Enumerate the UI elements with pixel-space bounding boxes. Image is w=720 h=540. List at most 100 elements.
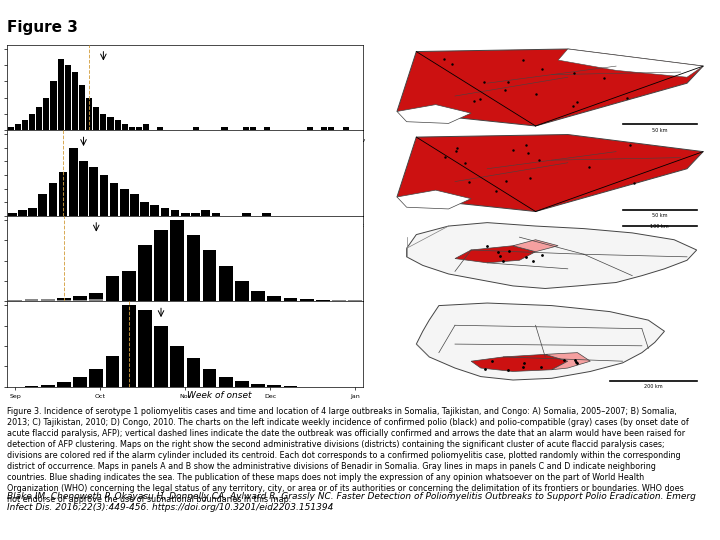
Bar (122, 271, 135, 301)
Bar (93, 107, 99, 130)
Bar (316, 300, 330, 301)
Bar (73, 377, 87, 387)
Bar (138, 310, 152, 387)
Bar (243, 127, 249, 130)
Bar (8, 127, 14, 130)
Bar (122, 306, 135, 387)
Bar (202, 211, 210, 216)
Bar (86, 98, 92, 130)
Bar (219, 266, 233, 301)
Bar (186, 359, 200, 387)
Bar (120, 188, 129, 216)
Bar (100, 114, 107, 130)
Bar (79, 161, 88, 216)
Bar (79, 85, 85, 130)
Bar (29, 114, 35, 130)
Text: 50 km: 50 km (652, 213, 667, 218)
Bar (154, 230, 168, 301)
Bar (106, 276, 120, 301)
Bar (89, 167, 98, 216)
Text: 200 km: 200 km (644, 384, 662, 389)
Bar (251, 384, 265, 387)
Bar (109, 183, 118, 216)
Polygon shape (416, 303, 665, 380)
Bar (22, 120, 28, 130)
Bar (203, 251, 217, 301)
Bar (235, 381, 249, 387)
Bar (106, 356, 120, 387)
Bar (72, 72, 78, 130)
Bar (219, 377, 233, 387)
Bar (138, 245, 152, 301)
Bar (24, 299, 38, 301)
Bar (171, 211, 179, 216)
Bar (89, 368, 103, 387)
Polygon shape (407, 222, 697, 288)
Polygon shape (397, 49, 703, 126)
Bar (107, 117, 114, 130)
Bar (251, 291, 265, 301)
Bar (18, 211, 27, 216)
Bar (49, 183, 58, 216)
Text: Week of onset: Week of onset (186, 391, 251, 400)
Bar (8, 213, 17, 216)
Bar (242, 213, 251, 216)
Polygon shape (397, 190, 471, 209)
Bar (348, 300, 362, 301)
Bar (328, 127, 334, 130)
Bar (193, 127, 199, 130)
Bar (73, 300, 87, 301)
Bar (191, 213, 199, 216)
Text: 100 km: 100 km (650, 225, 669, 230)
Bar (161, 208, 169, 216)
Bar (41, 385, 55, 387)
Bar (284, 386, 297, 387)
Bar (171, 220, 184, 301)
Bar (89, 299, 103, 301)
Bar (50, 82, 57, 130)
Bar (267, 385, 282, 387)
Bar (136, 127, 142, 130)
Bar (99, 175, 108, 216)
Text: Figure 3. Incidence of serotype 1 poliomyelitis cases and time and location of 4: Figure 3. Incidence of serotype 1 poliom… (7, 407, 689, 504)
Polygon shape (455, 246, 536, 263)
Bar (114, 120, 121, 130)
Bar (186, 235, 200, 301)
Bar (267, 296, 282, 301)
Bar (58, 58, 63, 130)
Bar (28, 208, 37, 216)
Bar (57, 300, 71, 301)
Bar (332, 300, 346, 301)
Bar (41, 299, 55, 301)
Bar (235, 281, 249, 301)
Polygon shape (558, 49, 703, 77)
Bar (89, 293, 103, 301)
Bar (343, 127, 348, 130)
Bar (73, 296, 87, 301)
Bar (69, 148, 78, 216)
Bar (43, 98, 50, 130)
Bar (38, 194, 47, 216)
Bar (65, 65, 71, 130)
Bar (130, 194, 139, 216)
Polygon shape (397, 134, 703, 212)
Bar (212, 213, 220, 216)
Bar (57, 382, 71, 387)
Bar (150, 205, 159, 216)
Bar (158, 127, 163, 130)
Bar (222, 127, 228, 130)
Polygon shape (545, 353, 590, 370)
Bar (284, 298, 297, 301)
Bar (41, 299, 55, 301)
Bar (300, 299, 314, 301)
Polygon shape (513, 240, 558, 252)
Bar (36, 107, 42, 130)
Bar (250, 127, 256, 130)
Bar (262, 213, 271, 216)
Bar (15, 124, 21, 130)
Bar (9, 300, 22, 301)
Text: 50 km: 50 km (652, 127, 667, 133)
Text: Blake IM, Chenoweth P, Okayasu H, Donnelly CA, Aylward R, Grassly NC. Faster Det: Blake IM, Chenoweth P, Okayasu H, Donnel… (7, 492, 696, 512)
Polygon shape (397, 105, 471, 124)
Bar (57, 298, 71, 301)
